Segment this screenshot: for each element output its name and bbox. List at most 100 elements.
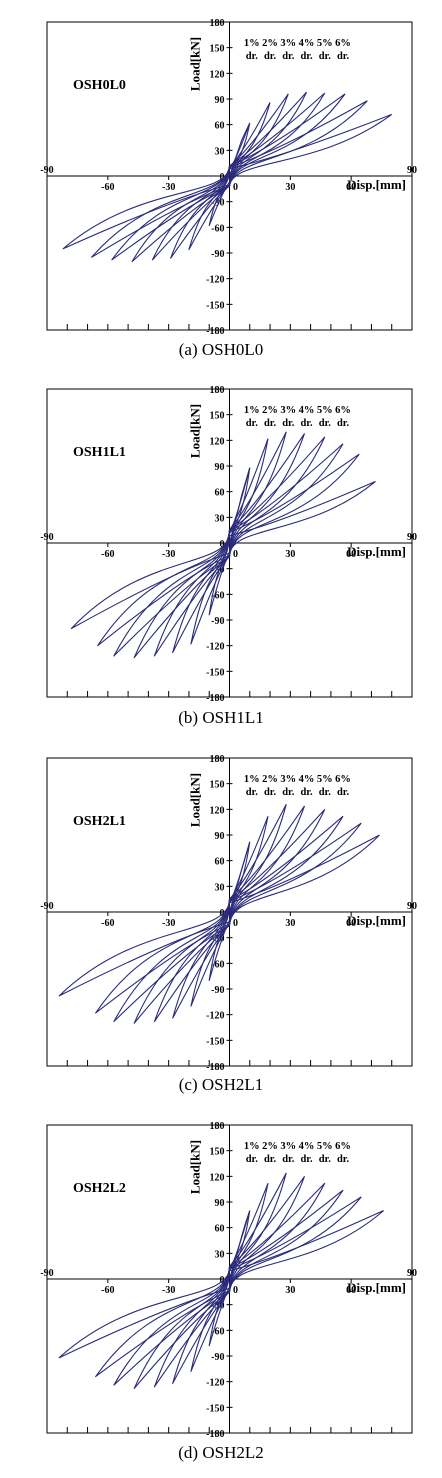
y-tick-label: 90 bbox=[215, 1198, 225, 1209]
hysteresis-loop bbox=[111, 93, 346, 261]
y-tick-label: 0 bbox=[220, 539, 225, 550]
y-tick-label: 180 bbox=[210, 754, 225, 765]
y-tick-label: 120 bbox=[210, 436, 225, 447]
hysteresis-loop bbox=[58, 1210, 384, 1359]
x-tick-label: 30 bbox=[285, 918, 295, 929]
x-tick-label: -60 bbox=[101, 549, 114, 560]
y-tick-label: 180 bbox=[210, 18, 225, 29]
specimen-label: OSH2L1 bbox=[73, 814, 126, 829]
x-tick-label: 0 bbox=[233, 1285, 238, 1296]
y-tick-label: 90 bbox=[215, 831, 225, 842]
panel-a: -90 -60 -30 0 30 60 90 180 150 120 90 60 30 0 -30 -60 -9… bbox=[0, 0, 442, 369]
y-axis-label: Load[kN] bbox=[188, 404, 203, 458]
x-tick-label: 90 bbox=[407, 1268, 417, 1279]
drift-sub-label: dr. bbox=[319, 418, 332, 429]
y-tick-label: -150 bbox=[206, 300, 224, 311]
drift-label: 5% bbox=[317, 38, 333, 49]
chart-osh0l0: -90 -60 -30 0 30 60 90 180 150 120 90 60 30 0 -30 -60 -9… bbox=[40, 18, 417, 337]
y-tick-label: -30 bbox=[211, 198, 224, 209]
y-tick-label: -90 bbox=[211, 1352, 224, 1363]
drift-label: 6% bbox=[335, 405, 351, 416]
drift-sub-label: dr. bbox=[246, 51, 259, 62]
drift-sub-label: dr. bbox=[300, 1154, 313, 1165]
y-tick-label: 150 bbox=[210, 44, 225, 55]
panel-b: -90 -60 -30 0 30 60 90 180 150 120 90 60 30 0 -30 -60 -9… bbox=[0, 367, 442, 736]
x-tick-label: -30 bbox=[162, 1285, 175, 1296]
y-tick-label: 30 bbox=[215, 882, 225, 893]
y-tick-label: 0 bbox=[220, 172, 225, 183]
drift-label: 6% bbox=[335, 774, 351, 785]
x-tick-label: 90 bbox=[407, 901, 417, 912]
y-tick-label: -120 bbox=[206, 275, 224, 286]
drift-label: 4% bbox=[299, 38, 315, 49]
y-tick-label: -150 bbox=[206, 1403, 224, 1414]
x-tick-label: 0 bbox=[233, 549, 238, 560]
y-tick-label: -60 bbox=[211, 590, 224, 601]
drift-label: 2% bbox=[262, 774, 278, 785]
drift-label: 6% bbox=[335, 1141, 351, 1152]
x-axis-label: Disp.[mm] bbox=[347, 544, 406, 559]
x-tick-label: -60 bbox=[101, 918, 114, 929]
y-tick-label: 0 bbox=[220, 908, 225, 919]
y-tick-label: 120 bbox=[210, 1172, 225, 1183]
y-tick-label: -90 bbox=[211, 985, 224, 996]
x-tick-label: 60 bbox=[346, 918, 356, 929]
hysteresis-loop bbox=[153, 805, 306, 1023]
x-tick-label: -60 bbox=[101, 1285, 114, 1296]
drift-sub-label: dr. bbox=[337, 418, 350, 429]
y-tick-label: -180 bbox=[206, 326, 224, 337]
drift-label: 4% bbox=[299, 405, 315, 416]
drift-label: 6% bbox=[335, 38, 351, 49]
x-axis-label: Disp.[mm] bbox=[347, 913, 406, 928]
drift-sub-label: dr. bbox=[282, 1154, 295, 1165]
y-tick-label: 180 bbox=[210, 385, 225, 396]
x-tick-label: -90 bbox=[40, 1268, 53, 1279]
y-tick-label: 150 bbox=[210, 411, 225, 422]
drift-label: 2% bbox=[262, 38, 278, 49]
hysteresis-loop bbox=[133, 808, 326, 1024]
chart-osh2l1: -90-60 -30 0 30 60901801501209060300-30-60-9… bbox=[40, 754, 417, 1073]
hysteresis-loop bbox=[113, 443, 344, 657]
drift-sub-label: dr. bbox=[300, 51, 313, 62]
drift-label: 2% bbox=[262, 405, 278, 416]
hysteresis-loop bbox=[91, 100, 368, 258]
drift-sub-label: dr. bbox=[264, 51, 277, 62]
y-tick-label: -30 bbox=[211, 565, 224, 576]
specimen-label: OSH0L0 bbox=[73, 78, 126, 93]
x-tick-label: 60 bbox=[346, 549, 356, 560]
drift-label: 3% bbox=[280, 38, 296, 49]
panel-c: -90 -60 -30 0 30 60 90 180 150 120 90 60 30 0 -30 -60 -9… bbox=[0, 736, 442, 1105]
y-tick-label: -90 bbox=[211, 616, 224, 627]
drift-label: 3% bbox=[280, 1141, 296, 1152]
y-tick-label: 90 bbox=[215, 462, 225, 473]
drift-label: 1% bbox=[244, 405, 260, 416]
drift-sub-label: dr. bbox=[246, 787, 259, 798]
y-tick-label: -60 bbox=[211, 223, 224, 234]
x-tick-label: 90 bbox=[407, 165, 417, 176]
y-tick-label: -60 bbox=[211, 1326, 224, 1337]
x-tick-label: -30 bbox=[162, 918, 175, 929]
drift-label: 5% bbox=[317, 774, 333, 785]
hysteresis-loop bbox=[133, 1182, 326, 1390]
y-tick-label: 60 bbox=[215, 1224, 225, 1235]
hysteresis-loop bbox=[95, 1196, 362, 1378]
caption-b: (b) OSH1L1 bbox=[178, 708, 264, 727]
y-tick-label: -180 bbox=[206, 1062, 224, 1073]
drift-sub-label: dr. bbox=[319, 787, 332, 798]
y-tick-label: -120 bbox=[206, 642, 224, 653]
y-tick-label: 180 bbox=[210, 1121, 225, 1132]
drift-label: 1% bbox=[244, 38, 260, 49]
drift-label: 4% bbox=[299, 1141, 315, 1152]
caption-d: (d) OSH2L2 bbox=[178, 1443, 264, 1462]
x-tick-label: -30 bbox=[162, 182, 175, 193]
x-tick-label: 0 bbox=[233, 918, 238, 929]
y-tick-label: 60 bbox=[215, 488, 225, 499]
x-tick-label: 90 bbox=[407, 532, 417, 543]
hysteresis-loop bbox=[153, 433, 306, 657]
hysteresis-loop bbox=[58, 834, 380, 997]
specimen-label: OSH1L1 bbox=[73, 445, 126, 460]
y-tick-label: -150 bbox=[206, 667, 224, 678]
drift-sub-label: dr. bbox=[319, 1154, 332, 1165]
hysteresis-loop bbox=[131, 92, 326, 263]
y-tick-label: -150 bbox=[206, 1036, 224, 1047]
